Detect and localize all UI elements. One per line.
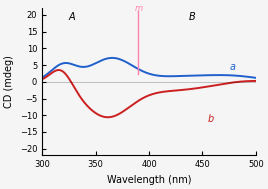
Text: $\it{A}$: $\it{A}$ xyxy=(68,10,76,22)
Y-axis label: CD (mdeg): CD (mdeg) xyxy=(4,55,14,108)
Text: b: b xyxy=(208,114,214,124)
Text: $\it{B}$: $\it{B}$ xyxy=(188,10,196,22)
Text: a: a xyxy=(229,62,235,72)
Text: m: m xyxy=(134,4,142,13)
X-axis label: Wavelength (nm): Wavelength (nm) xyxy=(107,175,191,185)
